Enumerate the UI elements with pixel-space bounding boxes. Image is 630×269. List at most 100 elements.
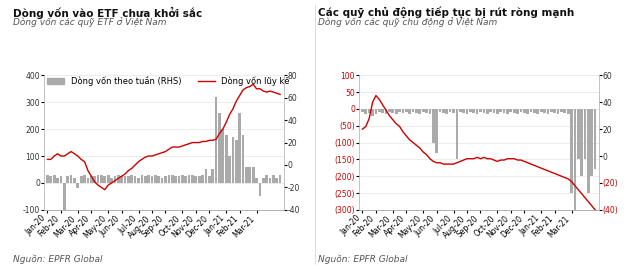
Bar <box>195 176 197 183</box>
Bar <box>201 175 204 183</box>
Bar <box>583 109 587 159</box>
Bar <box>580 109 583 176</box>
Bar <box>205 169 207 183</box>
Bar <box>415 109 418 113</box>
Bar <box>553 109 556 113</box>
Bar <box>547 109 549 114</box>
Bar <box>496 109 499 114</box>
Bar <box>557 109 559 114</box>
Bar <box>191 175 194 183</box>
Bar <box>375 109 377 114</box>
Bar <box>577 109 580 159</box>
Bar <box>570 109 573 193</box>
Text: Nguồn: EPFR Global: Nguồn: EPFR Global <box>13 254 102 264</box>
Bar <box>80 176 83 183</box>
Bar <box>445 109 448 114</box>
Bar <box>590 109 593 176</box>
Bar <box>100 175 103 183</box>
Bar <box>70 175 72 183</box>
Bar <box>469 109 472 112</box>
Bar <box>428 109 432 114</box>
Bar <box>50 176 52 183</box>
Bar <box>103 176 106 183</box>
Bar <box>526 109 529 114</box>
Bar <box>462 109 465 113</box>
Bar <box>275 178 278 183</box>
Bar <box>540 109 542 112</box>
Bar <box>563 109 566 113</box>
Bar <box>398 109 401 112</box>
Bar <box>147 175 150 183</box>
Bar <box>543 109 546 113</box>
Bar <box>408 109 411 114</box>
Bar <box>510 109 512 112</box>
Bar <box>368 109 370 113</box>
Bar <box>265 175 268 183</box>
Bar <box>385 109 387 114</box>
Bar <box>537 109 539 114</box>
Bar <box>523 109 525 113</box>
Bar <box>567 109 570 114</box>
Bar <box>490 109 492 112</box>
Bar <box>530 109 532 112</box>
Bar <box>503 109 505 113</box>
Text: Các quỹ chủ động tiếp tục bị rút ròng mạnh: Các quỹ chủ động tiếp tục bị rút ròng mạ… <box>318 7 575 18</box>
Bar <box>493 109 495 113</box>
Bar <box>171 175 174 183</box>
Bar <box>272 175 275 183</box>
Bar <box>411 109 415 112</box>
Bar <box>66 176 69 183</box>
Bar <box>587 109 590 193</box>
Bar <box>120 176 123 183</box>
Bar <box>425 109 428 113</box>
Bar <box>486 109 489 114</box>
Text: Dòng vốn vào ETF chưa khởi sắc: Dòng vốn vào ETF chưa khởi sắc <box>13 7 202 19</box>
Bar <box>466 109 468 114</box>
Bar <box>218 113 220 183</box>
Bar <box>378 109 381 112</box>
Bar <box>222 129 224 183</box>
Bar <box>232 137 234 183</box>
Bar <box>73 178 76 183</box>
Bar <box>533 109 536 113</box>
Bar <box>178 176 180 183</box>
Bar <box>371 109 374 116</box>
Bar <box>258 183 261 196</box>
Bar <box>151 176 153 183</box>
Bar <box>168 175 170 183</box>
Bar <box>140 175 143 183</box>
Bar <box>215 97 217 183</box>
Bar <box>113 176 117 183</box>
Bar <box>520 109 522 112</box>
Bar <box>594 109 597 169</box>
Bar <box>405 109 408 112</box>
Bar <box>401 109 404 113</box>
Bar <box>483 109 485 113</box>
Bar <box>422 109 425 112</box>
Bar <box>455 109 458 159</box>
Bar <box>76 183 79 188</box>
Bar <box>188 175 190 183</box>
Bar <box>255 178 258 183</box>
Bar <box>161 178 163 183</box>
Bar <box>476 109 478 114</box>
Bar <box>388 109 391 112</box>
Bar <box>63 183 66 215</box>
Bar <box>208 176 210 183</box>
Bar <box>134 176 137 183</box>
Bar <box>117 175 120 183</box>
Bar <box>211 169 214 183</box>
Bar <box>130 175 133 183</box>
Bar <box>137 178 140 183</box>
Bar <box>83 175 86 183</box>
Bar <box>144 176 147 183</box>
Bar <box>279 175 282 183</box>
Bar <box>96 175 100 183</box>
Bar <box>381 109 384 113</box>
Bar <box>442 109 445 113</box>
Bar <box>225 134 227 183</box>
Bar <box>127 176 130 183</box>
Bar <box>452 109 455 113</box>
Bar <box>158 176 160 183</box>
Bar <box>181 175 184 183</box>
